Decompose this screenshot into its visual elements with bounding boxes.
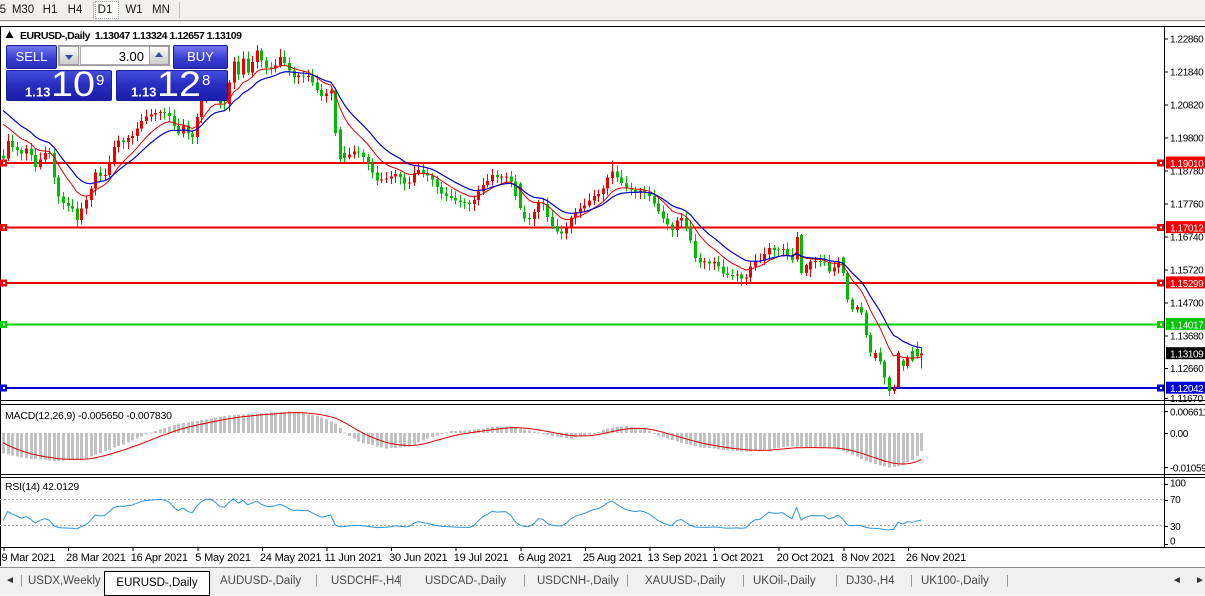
svg-text:1.21840: 1.21840 bbox=[1170, 68, 1204, 79]
svg-text:EURUSD-,Daily 1.13047 1.13324: EURUSD-,Daily 1.13047 1.13324 1.12657 1.… bbox=[20, 30, 242, 42]
svg-text:1 Oct 2021: 1 Oct 2021 bbox=[712, 552, 764, 564]
svg-text:25 Aug 2021: 25 Aug 2021 bbox=[583, 552, 643, 564]
svg-text:13 Sep 2021: 13 Sep 2021 bbox=[648, 552, 708, 564]
svg-text:28 Mar 2021: 28 Mar 2021 bbox=[66, 552, 126, 564]
svg-text:1.13680: 1.13680 bbox=[1170, 331, 1204, 342]
svg-text:0.00: 0.00 bbox=[1170, 429, 1189, 440]
svg-text:11 Jun 2021: 11 Jun 2021 bbox=[325, 552, 383, 564]
svg-text:16 Apr 2021: 16 Apr 2021 bbox=[131, 552, 188, 564]
svg-text:1.17012: 1.17012 bbox=[1170, 224, 1204, 235]
svg-text:1.11670: 1.11670 bbox=[1170, 394, 1203, 405]
svg-text:5 May 2021: 5 May 2021 bbox=[195, 552, 251, 564]
svg-text:8 Nov 2021: 8 Nov 2021 bbox=[841, 552, 895, 564]
svg-text:1.15299: 1.15299 bbox=[1170, 279, 1204, 290]
svg-text:1.12660: 1.12660 bbox=[1170, 364, 1204, 375]
svg-text:0: 0 bbox=[1170, 537, 1176, 548]
svg-text:1.17760: 1.17760 bbox=[1170, 199, 1204, 210]
svg-text:9 Mar 2021: 9 Mar 2021 bbox=[2, 552, 56, 564]
svg-text:MACD(12,26,9) -0.005650 -0.007: MACD(12,26,9) -0.005650 -0.007830 bbox=[5, 410, 172, 422]
svg-text:24 May 2021: 24 May 2021 bbox=[260, 552, 321, 564]
svg-text:1.19800: 1.19800 bbox=[1170, 134, 1204, 145]
svg-text:1.13109: 1.13109 bbox=[1170, 350, 1204, 361]
svg-text:0.0066112: 0.0066112 bbox=[1170, 408, 1205, 419]
svg-text:19 Jul 2021: 19 Jul 2021 bbox=[454, 552, 509, 564]
svg-text:6 Aug 2021: 6 Aug 2021 bbox=[518, 552, 572, 564]
svg-text:1.16740: 1.16740 bbox=[1170, 232, 1204, 243]
svg-text:1.20820: 1.20820 bbox=[1170, 101, 1204, 112]
svg-text:100: 100 bbox=[1170, 478, 1186, 489]
svg-text:1.14017: 1.14017 bbox=[1170, 320, 1204, 331]
svg-text:30 Jun 2021: 30 Jun 2021 bbox=[389, 552, 447, 564]
svg-text:20 Oct 2021: 20 Oct 2021 bbox=[777, 552, 835, 564]
svg-text:1.19010: 1.19010 bbox=[1170, 159, 1204, 170]
svg-text:26 Nov 2021: 26 Nov 2021 bbox=[906, 552, 966, 564]
svg-text:30: 30 bbox=[1170, 522, 1181, 533]
svg-text:1.18780: 1.18780 bbox=[1170, 166, 1204, 177]
svg-text:1.12042: 1.12042 bbox=[1170, 384, 1204, 395]
svg-text:70: 70 bbox=[1170, 495, 1181, 506]
svg-text:1.14700: 1.14700 bbox=[1170, 298, 1204, 309]
svg-text:1.15720: 1.15720 bbox=[1170, 265, 1204, 276]
svg-text:RSI(14) 42.0129: RSI(14) 42.0129 bbox=[5, 481, 79, 493]
svg-text:1.22860: 1.22860 bbox=[1170, 35, 1204, 46]
